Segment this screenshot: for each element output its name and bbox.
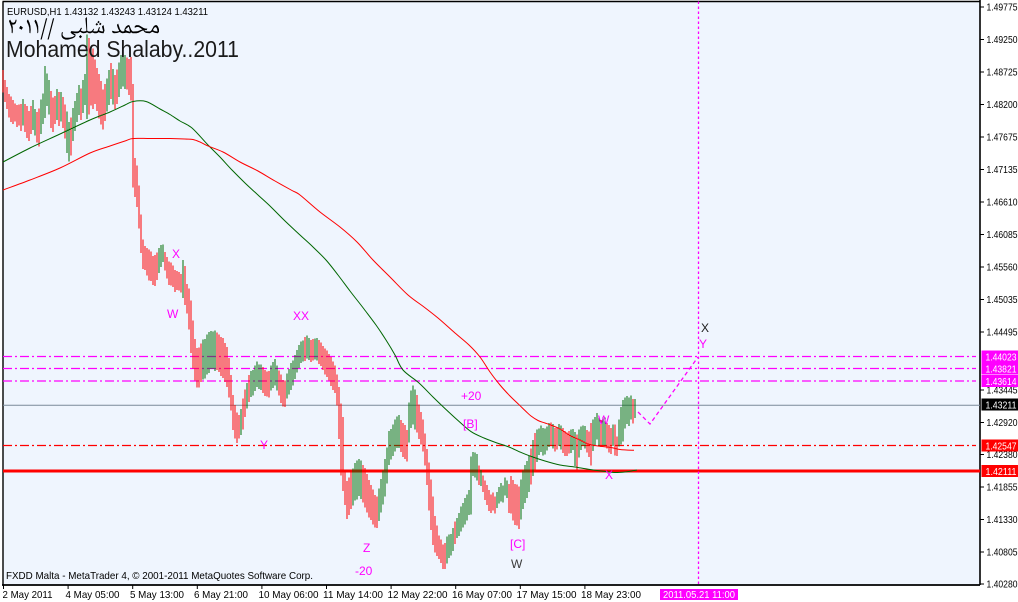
svg-text:1.43445: 1.43445 <box>987 385 1018 397</box>
svg-text:17 May 15:00: 17 May 15:00 <box>517 589 577 601</box>
svg-text:-20: -20 <box>355 564 373 578</box>
svg-text:1.40805: 1.40805 <box>987 547 1018 559</box>
svg-text:XX: XX <box>293 309 309 323</box>
svg-text:1.45035: 1.45035 <box>987 294 1018 306</box>
svg-text:1.48200: 1.48200 <box>987 99 1018 111</box>
svg-text:1.48725: 1.48725 <box>987 67 1018 79</box>
svg-text:1.42111: 1.42111 <box>986 466 1017 478</box>
svg-text:+20: +20 <box>461 389 482 403</box>
svg-text:FXDD Malta - MetaTrader 4, © 2: FXDD Malta - MetaTrader 4, © 2001-2011 M… <box>6 570 313 582</box>
svg-text:1.47675: 1.47675 <box>987 132 1018 144</box>
svg-text:W: W <box>511 557 523 571</box>
svg-text:1.40280: 1.40280 <box>987 579 1018 591</box>
svg-text:1.42920: 1.42920 <box>987 417 1018 429</box>
svg-text:2 May 2011: 2 May 2011 <box>3 589 53 601</box>
svg-text:Y: Y <box>260 438 268 452</box>
svg-text:1.43211: 1.43211 <box>986 399 1017 411</box>
svg-text:[C]: [C] <box>510 537 525 551</box>
svg-text:18 May 23:00: 18 May 23:00 <box>581 589 641 601</box>
svg-text:W: W <box>598 413 610 427</box>
svg-text:[B]: [B] <box>463 417 478 431</box>
svg-text:1.49775: 1.49775 <box>987 2 1018 14</box>
svg-text:1.47135: 1.47135 <box>987 164 1018 176</box>
svg-text:1.43614: 1.43614 <box>986 376 1017 388</box>
svg-text:W: W <box>167 307 179 321</box>
svg-text:6 May 21:00: 6 May 21:00 <box>194 589 248 601</box>
svg-text:X: X <box>701 321 709 335</box>
svg-text:X: X <box>605 468 613 482</box>
svg-text:12 May 22:00: 12 May 22:00 <box>388 589 448 601</box>
svg-text:Mohamed Shalaby..2011: Mohamed Shalaby..2011 <box>6 36 239 62</box>
svg-text:1.45560: 1.45560 <box>987 262 1018 274</box>
svg-text:10 May 06:00: 10 May 06:00 <box>259 589 319 601</box>
svg-text:1.49250: 1.49250 <box>987 34 1018 46</box>
svg-text:1.44023: 1.44023 <box>986 351 1017 363</box>
svg-text:5 May 13:00: 5 May 13:00 <box>130 589 184 601</box>
svg-text:11 May 14:00: 11 May 14:00 <box>323 589 383 601</box>
svg-text:16 May 07:00: 16 May 07:00 <box>452 589 512 601</box>
svg-text:1.44495: 1.44495 <box>987 327 1018 339</box>
svg-text:1.46610: 1.46610 <box>987 197 1018 209</box>
svg-text:4 May 05:00: 4 May 05:00 <box>66 589 120 601</box>
svg-text:EURUSD,H1 1.43132 1.43243 1.: EURUSD,H1 1.43132 1.43243 1.43124 1.4321… <box>7 6 208 18</box>
svg-text:2011.05.21 11:00: 2011.05.21 11:00 <box>663 590 735 601</box>
svg-text:Y: Y <box>699 337 707 351</box>
svg-text:1.46085: 1.46085 <box>987 229 1018 241</box>
svg-text:1.42380: 1.42380 <box>987 449 1018 461</box>
svg-text:1.42547: 1.42547 <box>986 440 1017 452</box>
svg-text:X: X <box>172 247 180 261</box>
svg-text:1.43821: 1.43821 <box>986 363 1017 375</box>
svg-text:1.41330: 1.41330 <box>987 514 1018 526</box>
svg-text:Z: Z <box>363 541 370 555</box>
svg-text:1.41855: 1.41855 <box>987 482 1018 494</box>
